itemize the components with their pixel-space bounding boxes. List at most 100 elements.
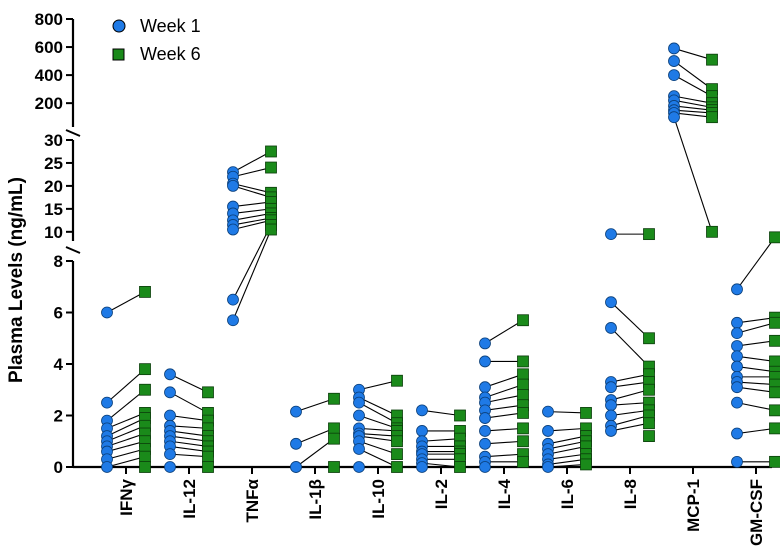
pair-line <box>610 373 650 383</box>
pair-line <box>232 219 272 231</box>
pair-line <box>736 355 776 362</box>
pair-line <box>169 391 209 414</box>
week1-point <box>605 296 617 309</box>
week6-point <box>391 448 403 461</box>
week1-point <box>605 399 617 412</box>
pair-line <box>673 74 713 97</box>
category-label: GM-CSF <box>747 479 766 546</box>
pair-line <box>106 417 146 437</box>
pair-line <box>358 427 398 432</box>
y-tick-label: 8 <box>54 252 63 271</box>
category-label: IFNγ <box>117 478 136 515</box>
axes: 0 2 4 6 8 10 15 20 25 30 200 400 600 800 <box>35 10 772 477</box>
pair-line <box>484 394 524 404</box>
pair-line <box>169 440 209 447</box>
week6-point <box>139 383 151 396</box>
y-tick-label: 600 <box>35 38 63 57</box>
category-label: IL-6 <box>558 479 577 509</box>
pair-line <box>106 368 146 404</box>
pair-line <box>106 412 146 429</box>
pair-line <box>610 381 650 388</box>
category-label: IL-8 <box>621 479 640 509</box>
pair-line <box>421 438 461 442</box>
pair-line <box>736 317 776 324</box>
pair-line <box>232 150 272 173</box>
pair-line <box>232 185 272 198</box>
week1-point <box>731 283 743 296</box>
pair-line <box>547 440 587 450</box>
week6-point <box>706 111 718 124</box>
week6-point <box>580 407 592 419</box>
y-tick-label: 800 <box>35 10 63 29</box>
pair-line <box>673 117 713 232</box>
legend: Week 1 Week 6 <box>112 16 201 64</box>
week1-point <box>479 437 491 450</box>
week1-point <box>164 448 176 461</box>
pair-line <box>673 99 713 108</box>
week1-point <box>290 461 302 473</box>
week6-point <box>706 53 718 66</box>
week6-point <box>643 430 655 443</box>
pair-line <box>106 425 146 442</box>
category-label: TNFα <box>243 478 262 522</box>
week1-point <box>668 42 680 55</box>
y-tick-label: 30 <box>44 131 63 150</box>
pair-line <box>169 414 209 422</box>
week6-point <box>202 450 214 463</box>
week1-point <box>353 461 365 473</box>
pair-line <box>106 456 146 468</box>
week1-point <box>164 368 176 381</box>
week6-point <box>580 458 592 471</box>
week6-point <box>139 363 151 376</box>
week1-point <box>668 55 680 67</box>
pair-line <box>232 183 272 194</box>
week1-point <box>542 405 554 418</box>
pair-line <box>106 433 146 447</box>
pair-line <box>736 237 776 290</box>
week1-point <box>731 327 743 340</box>
week1-point <box>164 461 176 473</box>
week1-point <box>605 381 617 394</box>
week6-point <box>643 228 655 241</box>
pair-line <box>736 381 776 386</box>
week1-point <box>416 461 428 473</box>
week1-point <box>731 427 743 440</box>
week1-point <box>731 316 743 329</box>
category-label: IL-12 <box>180 479 199 519</box>
y-tick-label: 25 <box>44 154 63 173</box>
week1-point <box>101 306 113 319</box>
week6-point <box>517 378 529 391</box>
week1-point <box>542 425 554 437</box>
pair-line <box>358 402 398 424</box>
week1-point <box>668 69 680 82</box>
category-label: IL-1β <box>306 479 325 520</box>
pair-line <box>169 445 209 453</box>
week6-point <box>517 355 529 368</box>
week1-point <box>353 396 365 409</box>
pair-line <box>736 427 776 435</box>
pair-line <box>106 448 146 460</box>
week1-point <box>227 223 239 236</box>
pair-line <box>610 402 650 406</box>
week1-point <box>164 386 176 399</box>
week1-point <box>479 425 491 437</box>
pair-line <box>358 432 398 437</box>
category-label: MCP-1 <box>684 479 703 532</box>
week6-point <box>517 422 529 435</box>
week6-point <box>328 461 340 473</box>
pair-line <box>610 301 650 339</box>
category-label: IL-10 <box>369 479 388 519</box>
pair-line <box>484 404 524 411</box>
pair-line <box>232 167 272 178</box>
week6-point <box>454 461 466 473</box>
week1-point <box>479 337 491 350</box>
pair-line <box>610 327 650 367</box>
week6-point <box>769 386 780 399</box>
week6-point <box>265 223 277 236</box>
y-tick-label: 10 <box>44 223 63 242</box>
pair-line <box>547 445 587 455</box>
week1-point <box>731 340 743 352</box>
data-marks <box>101 42 780 473</box>
week6-point <box>643 332 655 345</box>
week6-point <box>643 383 655 396</box>
